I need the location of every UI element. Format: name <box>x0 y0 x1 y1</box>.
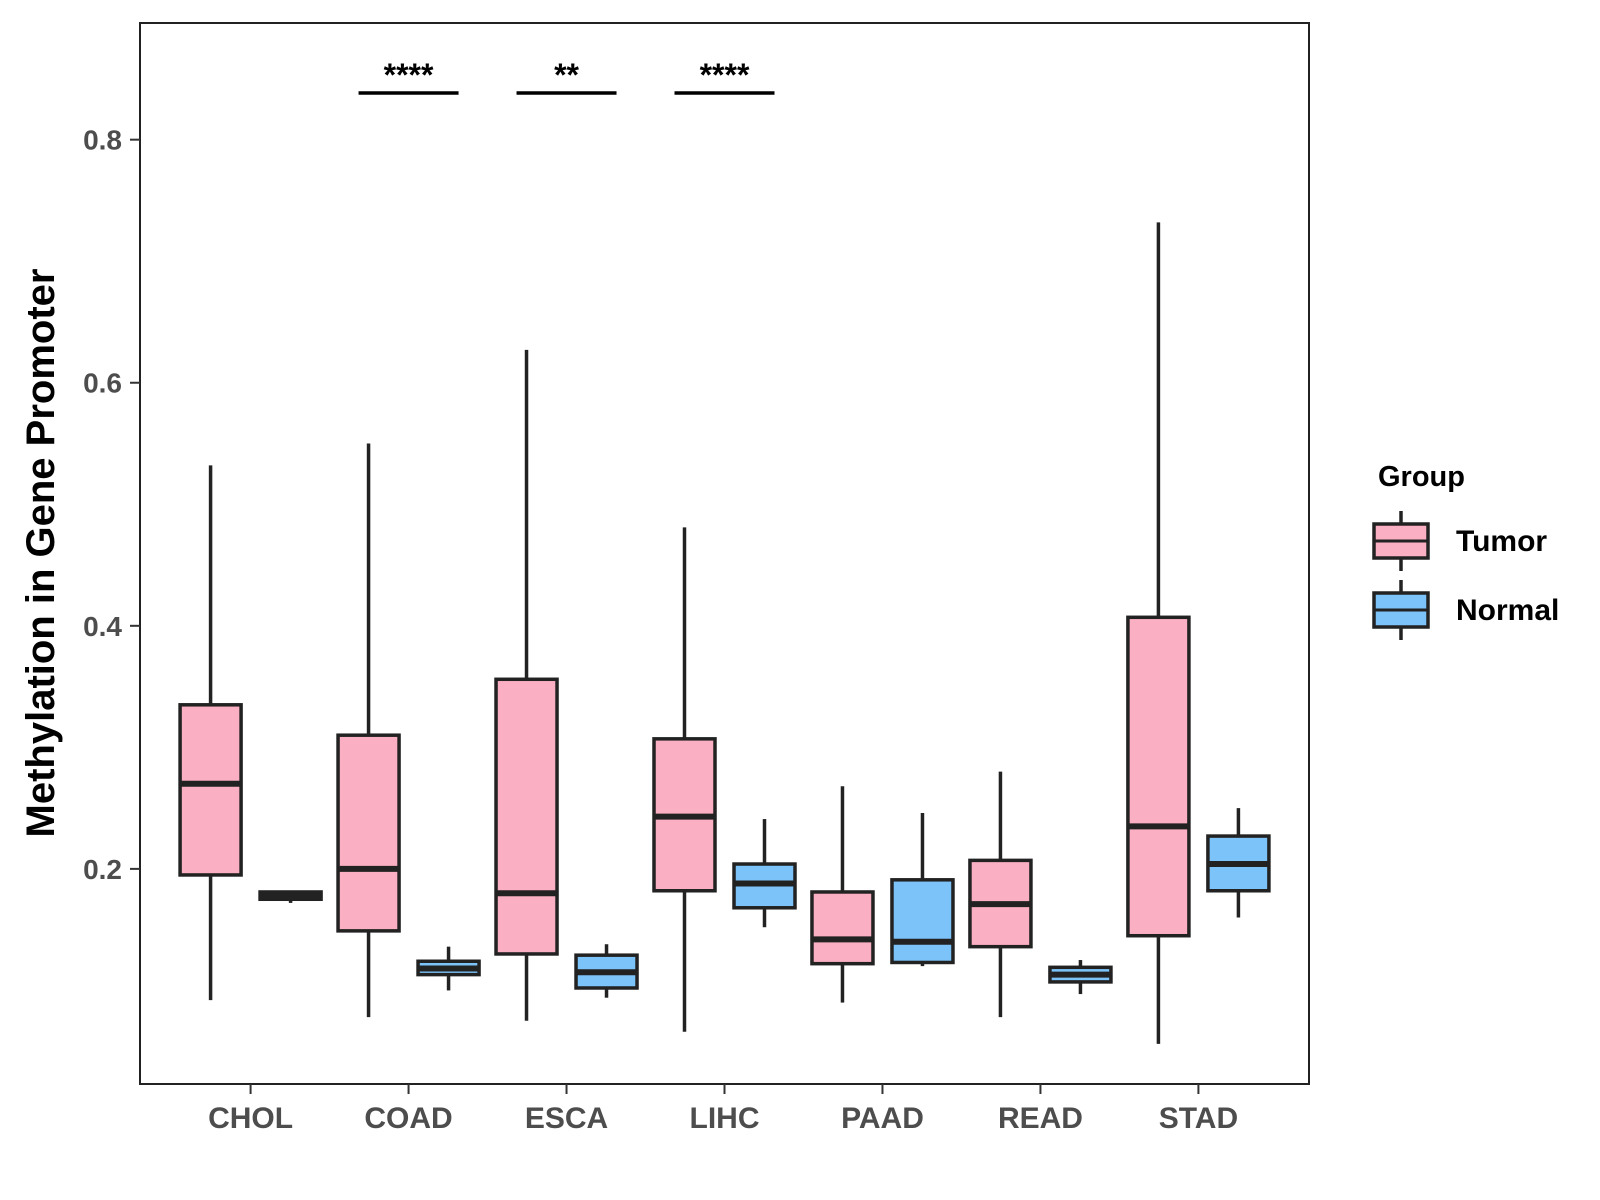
box-tumor-esca <box>494 349 559 1021</box>
box-body <box>810 890 875 966</box>
legend: Group Tumor Normal <box>1372 461 1559 640</box>
box-normal-esca <box>574 944 639 998</box>
legend-key-tumor: Tumor <box>1372 511 1547 571</box>
legend-label: Normal <box>1456 594 1559 627</box>
plot-panel <box>139 22 1310 1085</box>
significance-annotations: **** ** **** <box>358 57 775 95</box>
box-tumor-read <box>968 771 1033 1018</box>
legend-title: Group <box>1378 461 1465 493</box>
box-normal-chol <box>258 890 323 903</box>
x-tick-label: ESCA <box>525 1102 608 1135</box>
x-tick-label: LIHC <box>690 1102 760 1135</box>
box-normal-stad <box>1206 808 1271 918</box>
box-tumor-coad <box>336 443 401 1018</box>
significance-label: **** <box>700 57 750 93</box>
significance-coad: **** <box>358 57 459 95</box>
box-body <box>1126 615 1191 938</box>
box-normal-coad <box>416 946 481 991</box>
significance-lihc: **** <box>674 57 775 95</box>
box-normal-read <box>1048 960 1113 995</box>
y-axis: 0.2 0.4 0.6 0.8 <box>83 125 140 885</box>
legend-key-normal: Normal <box>1372 580 1559 640</box>
x-tick-label: PAAD <box>841 1102 924 1135</box>
box-body <box>494 677 559 956</box>
box-normal-lihc <box>732 819 797 928</box>
box-tumor-chol <box>178 465 243 1001</box>
x-tick-label: COAD <box>364 1102 452 1135</box>
box-normal-paad <box>890 812 955 967</box>
box-body <box>178 703 243 877</box>
significance-label: **** <box>384 57 434 93</box>
x-tick-label: READ <box>998 1102 1083 1135</box>
box-tumor-paad <box>810 786 875 1003</box>
y-axis-title: Methylation in Gene Promoter <box>19 269 63 838</box>
x-tick-label: CHOL <box>208 1102 293 1135</box>
legend-label: Tumor <box>1456 525 1547 558</box>
y-tick-label: 0.4 <box>83 611 122 642</box>
box-body <box>890 878 955 965</box>
y-tick-label: 0.8 <box>83 125 122 156</box>
x-axis: CHOL COAD ESCA LIHC PAAD READ STAD <box>208 1084 1238 1135</box>
y-tick-label: 0.6 <box>83 368 122 399</box>
y-tick-label: 0.2 <box>83 854 122 885</box>
box-tumor-stad <box>1126 222 1191 1044</box>
box-tumor-lihc <box>652 527 717 1032</box>
significance-label: ** <box>554 57 579 93</box>
significance-esca: ** <box>516 57 617 95</box>
box-body <box>336 733 401 933</box>
x-tick-label: STAD <box>1159 1102 1238 1135</box>
box-series <box>178 222 1271 1044</box>
